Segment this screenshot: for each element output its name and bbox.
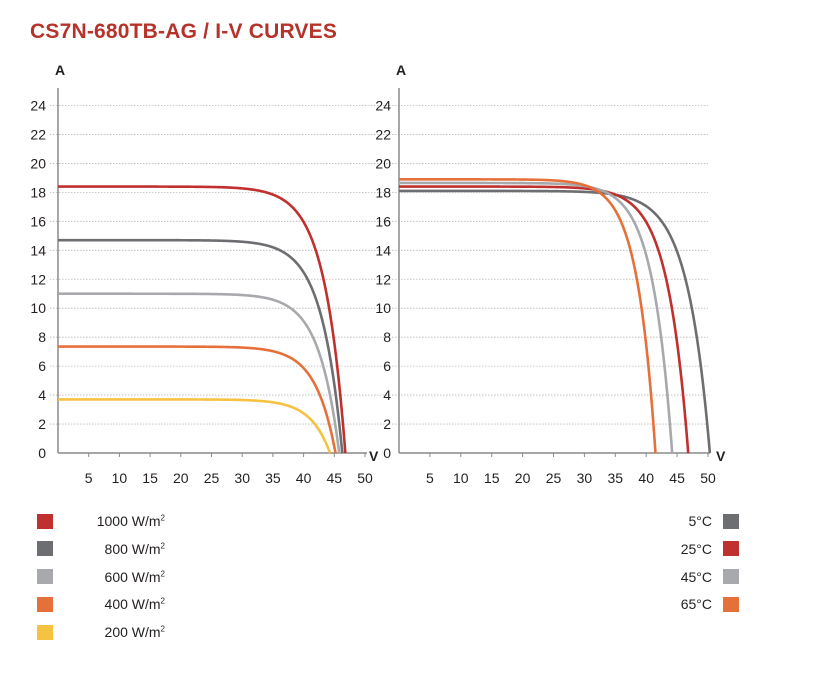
x-tick-label: 5 bbox=[426, 470, 434, 486]
y-tick-label: 14 bbox=[375, 242, 391, 258]
x-tick-label: 10 bbox=[112, 470, 128, 486]
y-axis-label: A bbox=[396, 62, 406, 78]
y-tick-label: 12 bbox=[30, 271, 46, 287]
legend-label: 1000 W/m2 bbox=[96, 513, 165, 529]
curve-600wm bbox=[58, 292, 341, 454]
x-tick-label: 20 bbox=[173, 470, 189, 486]
x-tick-label: 5 bbox=[85, 470, 93, 486]
x-tick-label: 25 bbox=[204, 470, 220, 486]
curve-25c bbox=[399, 185, 690, 454]
y-axis-label: A bbox=[55, 62, 65, 78]
x-axis-label: V bbox=[716, 448, 726, 464]
x-tick-label: 40 bbox=[638, 470, 654, 486]
y-tick-label: 2 bbox=[38, 416, 46, 432]
x-tick-label: 15 bbox=[142, 470, 158, 486]
y-tick-label: 22 bbox=[375, 126, 391, 142]
y-tick-label: 0 bbox=[38, 445, 46, 461]
legend-swatch bbox=[723, 513, 739, 529]
y-tick-label: 16 bbox=[375, 213, 391, 229]
curve-800wm bbox=[58, 238, 344, 454]
legend-swatch bbox=[37, 541, 53, 557]
legend-label: 25°C bbox=[680, 540, 712, 557]
y-tick-label: 16 bbox=[30, 213, 46, 229]
x-tick-label: 10 bbox=[453, 470, 469, 486]
y-tick-label: 24 bbox=[30, 98, 46, 114]
x-tick-label: 40 bbox=[296, 470, 312, 486]
y-tick-label: 4 bbox=[383, 387, 391, 403]
x-tick-label: 15 bbox=[484, 470, 500, 486]
curve-65c bbox=[399, 178, 657, 454]
legend-swatch bbox=[723, 541, 739, 557]
curve-200wm bbox=[58, 398, 332, 454]
y-tick-label: 4 bbox=[38, 387, 46, 403]
y-tick-label: 8 bbox=[38, 329, 46, 345]
legend-label: 400 W/m2 bbox=[104, 596, 165, 613]
x-tick-label: 20 bbox=[515, 470, 531, 486]
legend-swatch bbox=[37, 513, 53, 529]
y-tick-label: 24 bbox=[375, 98, 391, 114]
y-tick-label: 14 bbox=[30, 242, 46, 258]
y-tick-label: 22 bbox=[30, 126, 46, 142]
legend-label: 5°C bbox=[688, 513, 713, 529]
y-tick-label: 12 bbox=[375, 271, 391, 287]
y-tick-label: 18 bbox=[375, 184, 391, 200]
y-tick-label: 10 bbox=[375, 300, 391, 316]
x-tick-label: 50 bbox=[357, 470, 373, 486]
y-tick-label: 8 bbox=[383, 329, 391, 345]
legend-label: 45°C bbox=[680, 568, 712, 585]
y-tick-label: 6 bbox=[38, 358, 46, 374]
x-tick-label: 35 bbox=[608, 470, 624, 486]
x-tick-label: 35 bbox=[265, 470, 281, 486]
figure-title: CS7N-680TB-AG / I-V CURVES bbox=[30, 20, 338, 43]
legend-swatch bbox=[37, 596, 53, 612]
curve-1000wm bbox=[58, 185, 347, 454]
y-tick-label: 20 bbox=[375, 155, 391, 171]
y-tick-label: 20 bbox=[30, 155, 46, 171]
x-tick-label: 30 bbox=[234, 470, 250, 486]
x-axis-label: V bbox=[369, 448, 379, 464]
y-tick-label: 10 bbox=[30, 300, 46, 316]
x-tick-label: 45 bbox=[669, 470, 685, 486]
legend-swatch bbox=[37, 624, 53, 640]
legend-label: 800 W/m2 bbox=[104, 540, 165, 557]
y-tick-label: 2 bbox=[383, 416, 391, 432]
x-tick-label: 50 bbox=[700, 470, 716, 486]
legend-label: 200 W/m2 bbox=[104, 624, 165, 641]
x-tick-label: 25 bbox=[546, 470, 562, 486]
legend-label: 65°C bbox=[680, 596, 712, 613]
y-tick-label: 6 bbox=[383, 358, 391, 374]
x-tick-label: 30 bbox=[577, 470, 593, 486]
legend-swatch bbox=[723, 596, 739, 612]
legend-swatch bbox=[37, 569, 53, 585]
curve-5c bbox=[399, 189, 712, 454]
legend-label: 600 W/m2 bbox=[104, 568, 165, 585]
legend-swatch bbox=[723, 569, 739, 585]
y-tick-label: 18 bbox=[30, 184, 46, 200]
curve-400wm bbox=[58, 345, 337, 454]
curve-45c bbox=[399, 181, 674, 454]
x-tick-label: 45 bbox=[327, 470, 343, 486]
y-tick-label: 0 bbox=[383, 445, 391, 461]
